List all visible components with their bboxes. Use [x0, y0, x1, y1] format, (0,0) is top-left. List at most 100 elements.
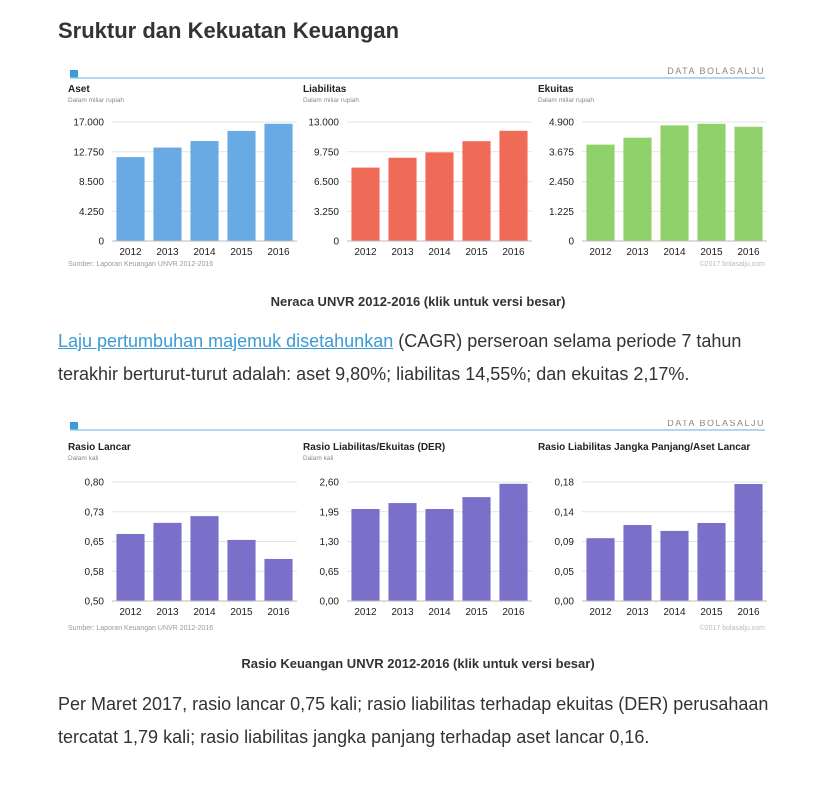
- bar: [116, 533, 145, 601]
- x-tick-label: 2012: [119, 247, 142, 258]
- y-tick-label: 9.750: [314, 147, 339, 158]
- y-tick-label: 3.675: [549, 147, 574, 158]
- y-tick-label: 1,95: [320, 507, 340, 518]
- bar: [264, 558, 293, 601]
- x-tick-label: 2013: [391, 607, 414, 618]
- chart-title: Rasio Liabilitas Jangka Panjang/Aset Lan…: [538, 442, 750, 453]
- y-tick-label: 1,30: [320, 537, 340, 548]
- bar: [351, 509, 380, 601]
- y-tick-label: 0,00: [555, 597, 575, 608]
- y-tick-label: 0: [333, 237, 339, 248]
- bar: [116, 157, 145, 241]
- y-tick-label: 6.500: [314, 177, 339, 188]
- bar: [586, 538, 615, 601]
- y-tick-label: 0,05: [555, 567, 575, 578]
- y-tick-label: 4.250: [79, 207, 104, 218]
- x-tick-label: 2016: [502, 247, 525, 258]
- credit: ©2017 bolasalju.com: [700, 260, 766, 268]
- x-tick-label: 2014: [663, 607, 686, 618]
- brand: DATA BOLASALJU: [667, 420, 765, 428]
- y-tick-label: 0,58: [85, 567, 105, 578]
- x-tick-label: 2016: [737, 247, 760, 258]
- x-tick-label: 2016: [267, 247, 290, 258]
- chart-title: Rasio Lancar: [68, 442, 131, 453]
- x-tick-label: 2012: [354, 607, 377, 618]
- figure-caption[interactable]: Neraca UNVR 2012-2016 (klik untuk versi …: [270, 294, 566, 309]
- x-tick-label: 2015: [700, 607, 723, 618]
- x-tick-label: 2015: [700, 247, 723, 258]
- bar: [388, 157, 417, 241]
- bar: [734, 483, 763, 601]
- chart-title: Aset: [68, 84, 90, 95]
- bar: [660, 125, 689, 241]
- x-tick-label: 2012: [354, 247, 377, 258]
- figure-caption[interactable]: Rasio Keuangan UNVR 2012-2016 (klik untu…: [241, 656, 595, 671]
- chart-subtitle: Dalam kali: [68, 455, 98, 462]
- figure[interactable]: DATA BOLASALJU Sumber: Laporan Keuangan U…: [62, 420, 772, 640]
- x-tick-label: 2013: [156, 247, 179, 258]
- bar: [190, 141, 219, 241]
- chart-subtitle: Dalam miliar rupiah: [303, 97, 359, 104]
- y-tick-label: 0,18: [555, 478, 575, 489]
- y-tick-label: 1.225: [549, 207, 574, 218]
- chart-title: Rasio Liabilitas/Ekuitas (DER): [303, 442, 445, 453]
- bar: [697, 522, 726, 601]
- link[interactable]: Laju pertumbuhan majemuk disetahunkan: [58, 331, 394, 351]
- x-tick-label: 2013: [156, 607, 179, 618]
- paragraph: Laju pertumbuhan majemuk disetahunkan (C…: [58, 325, 778, 391]
- chart-subtitle: Dalam kali: [303, 455, 333, 462]
- bar: [425, 509, 454, 601]
- y-tick-label: 0,00: [320, 597, 340, 608]
- brand-mark: [70, 422, 78, 430]
- credit: ©2017 bolasalju.com: [700, 624, 766, 632]
- paragraph-text: (CAGR) perseroan selama periode 7 tahun …: [58, 331, 742, 384]
- x-tick-label: 2013: [626, 247, 649, 258]
- y-tick-label: 0,65: [320, 567, 340, 578]
- y-tick-label: 3.250: [314, 207, 339, 218]
- bar: [623, 524, 652, 601]
- x-tick-label: 2015: [230, 247, 253, 258]
- y-tick-label: 4.900: [549, 118, 574, 129]
- y-tick-label: 0,80: [85, 478, 105, 489]
- bar: [227, 130, 256, 241]
- paragraph-text: Per Maret 2017, rasio lancar 0,75 kali; …: [58, 694, 769, 747]
- bar: [153, 522, 182, 601]
- bar: [499, 130, 528, 241]
- y-tick-label: 0: [98, 237, 104, 248]
- x-tick-label: 2015: [465, 607, 488, 618]
- y-tick-label: 12.750: [73, 147, 104, 158]
- brand-mark: [70, 70, 78, 78]
- y-tick-label: 2.450: [549, 177, 574, 188]
- figure[interactable]: DATA BOLASALJU Sumber: Laporan Keuangan U…: [62, 62, 772, 274]
- x-tick-label: 2016: [737, 607, 760, 618]
- y-tick-label: 0,09: [555, 537, 575, 548]
- x-tick-label: 2012: [589, 247, 612, 258]
- bar: [499, 483, 528, 601]
- bar: [351, 167, 380, 241]
- y-tick-label: 17.000: [73, 118, 104, 129]
- y-tick-label: 0,73: [85, 507, 105, 518]
- chart-subtitle: Dalam miliar rupiah: [538, 97, 594, 104]
- x-tick-label: 2014: [193, 607, 216, 618]
- x-tick-label: 2014: [663, 247, 686, 258]
- x-tick-label: 2012: [119, 607, 142, 618]
- y-tick-label: 8.500: [79, 177, 104, 188]
- bar: [462, 141, 491, 241]
- y-tick-label: 0,50: [85, 597, 105, 608]
- bar: [586, 144, 615, 241]
- x-tick-label: 2015: [230, 607, 253, 618]
- y-tick-label: 0,14: [555, 507, 575, 518]
- x-tick-label: 2013: [391, 247, 414, 258]
- y-tick-label: 0: [568, 237, 574, 248]
- paragraph: Per Maret 2017, rasio lancar 0,75 kali; …: [58, 688, 778, 754]
- x-tick-label: 2013: [626, 607, 649, 618]
- bar: [734, 126, 763, 241]
- bar: [425, 152, 454, 241]
- chart-subtitle: Dalam miliar rupiah: [68, 97, 124, 104]
- source: Sumber: Laporan Keuangan UNVR 2012-2016: [68, 625, 213, 632]
- x-tick-label: 2012: [589, 607, 612, 618]
- bar: [462, 497, 491, 601]
- x-tick-label: 2015: [465, 247, 488, 258]
- chart-title: Liabilitas: [303, 84, 347, 95]
